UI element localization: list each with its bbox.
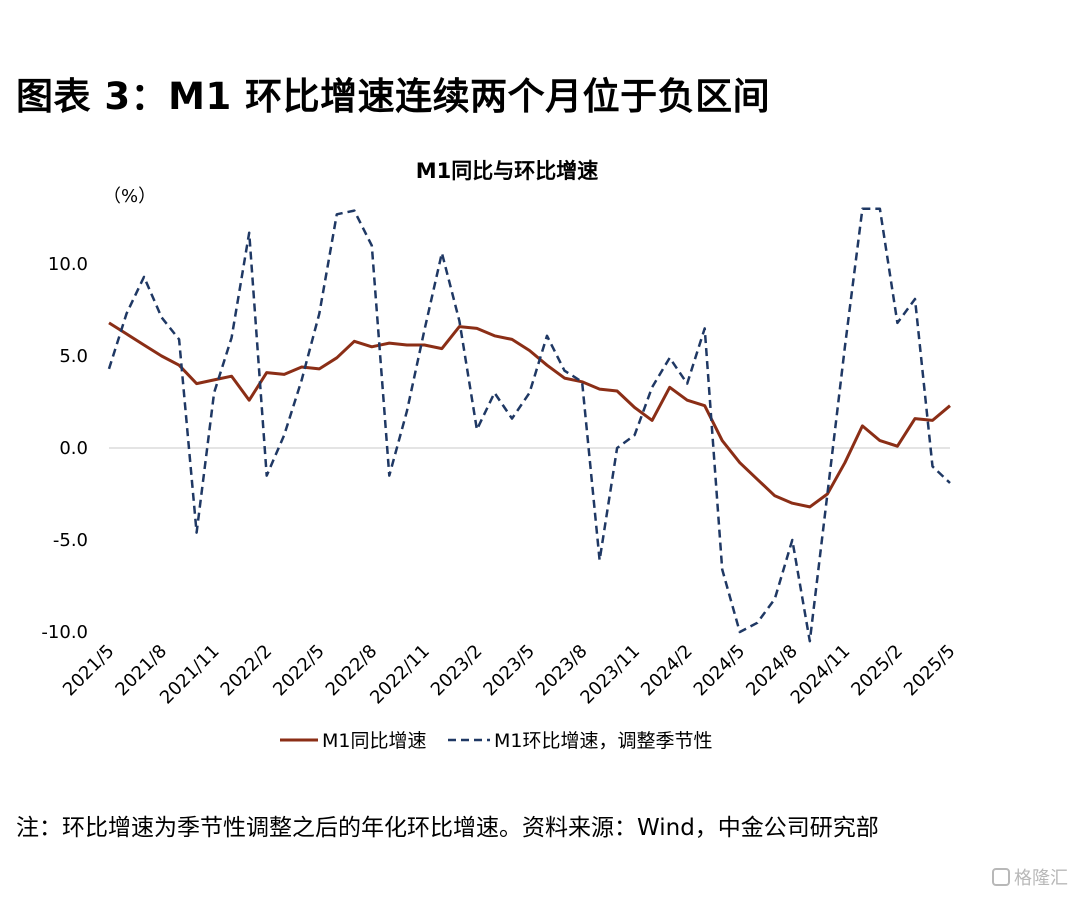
- y-tick-label: 0.0: [59, 438, 88, 459]
- watermark-text: 格隆汇: [1014, 868, 1068, 889]
- x-tick-label: 2024/5: [690, 641, 750, 701]
- x-tick-label: 2025/5: [900, 641, 960, 701]
- x-tick-label: 2024/2: [637, 641, 697, 701]
- watermark: 格隆汇: [992, 864, 1068, 890]
- x-tick-label: 2021/5: [59, 641, 119, 701]
- legend-label-yoy: M1同比增速: [322, 730, 426, 752]
- chart-title: M1同比与环比增速: [416, 159, 599, 183]
- legend: M1同比增速 M1环比增速，调整季节性: [280, 730, 712, 752]
- series-line-m1-yoy: [108, 321, 951, 509]
- x-tick-label: 2022/2: [217, 641, 277, 701]
- x-tick-label: 2025/2: [847, 641, 907, 701]
- x-tick-label: 2023/2: [427, 641, 487, 701]
- y-tick-label: -10.0: [41, 622, 88, 643]
- series-line-m1-mom: [107, 207, 951, 643]
- m1-growth-chart: M1同比与环比增速 （%） 10.0 5.0 0.0 -5.0 -10.0 2021/5…: [41, 159, 960, 752]
- legend-label-mom: M1环比增速，调整季节性: [494, 730, 712, 752]
- watermark-logo-icon: [992, 868, 1010, 886]
- figure-title: 图表 3：M1 环比增速连续两个月位于负区间: [16, 75, 771, 118]
- y-axis-unit-label: （%）: [103, 186, 156, 207]
- x-tick-label: 2023/5: [479, 641, 539, 701]
- y-axis-ticks: 10.0 5.0 0.0 -5.0 -10.0: [41, 254, 88, 643]
- x-tick-label: 2022/5: [269, 641, 329, 701]
- source-note: 注：环比增速为季节性调整之后的年化环比增速。资料来源：Wind，中金公司研究部: [16, 815, 879, 841]
- y-tick-label: 5.0: [59, 346, 88, 367]
- series-layer: [107, 207, 951, 643]
- x-axis-ticks: 2021/52021/82021/112022/22022/52022/8202…: [59, 641, 960, 709]
- y-tick-label: 10.0: [48, 254, 88, 275]
- y-tick-label: -5.0: [53, 530, 88, 551]
